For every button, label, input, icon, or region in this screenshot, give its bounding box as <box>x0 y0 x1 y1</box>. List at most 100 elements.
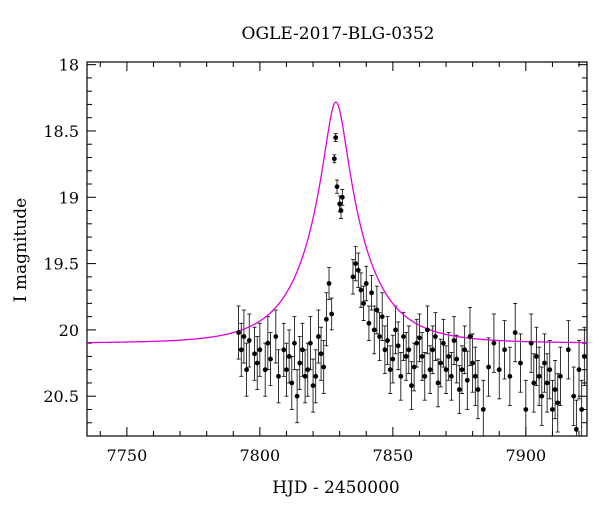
data-point <box>371 327 377 333</box>
data-point <box>480 407 486 412</box>
data-point <box>238 347 244 353</box>
data-point <box>385 338 390 343</box>
data-point <box>464 377 470 383</box>
data-point <box>552 387 558 392</box>
data-point <box>334 184 340 190</box>
data-point <box>411 364 417 370</box>
data-point <box>456 387 462 392</box>
data-point <box>355 267 361 273</box>
data-point <box>403 354 409 359</box>
data-point <box>337 201 343 207</box>
data-point <box>358 287 364 293</box>
data-point <box>363 281 369 286</box>
data-point <box>544 380 550 386</box>
data-point <box>262 367 268 373</box>
data-point <box>333 135 339 140</box>
data-point <box>467 334 473 339</box>
x-tick-label: 7800 <box>240 446 281 465</box>
axis-ticks <box>87 62 587 437</box>
data-point <box>454 356 460 362</box>
data-point <box>305 367 311 373</box>
data-point <box>310 383 316 389</box>
data-point <box>550 407 555 412</box>
data-point <box>276 373 281 379</box>
data-point <box>297 360 303 366</box>
data-point <box>361 300 366 306</box>
data-point <box>409 383 414 389</box>
data-point <box>331 156 337 162</box>
data-point <box>302 373 308 379</box>
y-axis-title: I magnitude <box>11 198 31 302</box>
data-point <box>446 354 452 359</box>
data-point <box>374 307 380 313</box>
data-point <box>246 338 252 343</box>
data-point <box>369 290 374 296</box>
data-point <box>502 347 507 353</box>
data-point <box>338 208 344 213</box>
data-point <box>472 373 478 379</box>
data-point <box>292 340 297 346</box>
data-point <box>433 334 438 339</box>
model-curve <box>86 101 588 344</box>
data-point <box>547 367 553 373</box>
data-point <box>300 347 305 353</box>
data-point <box>257 347 263 353</box>
data-point <box>268 356 273 362</box>
y-tick-label: 18 <box>59 56 79 75</box>
data-point <box>286 354 292 359</box>
data-point <box>523 407 529 412</box>
data-point <box>366 320 372 326</box>
y-tick-label: 20.5 <box>43 387 79 406</box>
data-point <box>443 367 449 373</box>
data-point <box>382 347 388 353</box>
data-point <box>438 360 444 366</box>
data-point <box>576 367 582 373</box>
data-point <box>281 347 287 353</box>
x-tick-label: 7850 <box>372 446 413 465</box>
data-point <box>273 334 279 339</box>
data-point <box>475 387 481 392</box>
x-tick-label: 7900 <box>505 446 546 465</box>
data-point <box>555 400 561 406</box>
data-point <box>244 367 249 373</box>
data-point <box>390 356 396 362</box>
x-axis-title: HJD - 2450000 <box>272 478 400 498</box>
data-point <box>573 426 579 432</box>
data-point <box>313 373 319 379</box>
data-point <box>398 373 404 379</box>
data-point <box>252 351 257 357</box>
data-point <box>422 373 428 379</box>
data-point <box>417 335 422 341</box>
data-point <box>491 340 497 346</box>
data-points <box>236 135 587 432</box>
data-point <box>528 340 534 346</box>
data-point <box>518 360 523 366</box>
data-point <box>318 351 324 357</box>
data-point <box>558 373 563 379</box>
data-point <box>539 393 545 399</box>
data-point <box>377 334 382 339</box>
data-point <box>353 261 359 266</box>
data-point <box>401 334 406 339</box>
data-point <box>387 367 393 373</box>
data-point <box>571 393 577 399</box>
data-point <box>339 194 345 200</box>
data-point <box>579 407 585 412</box>
data-point <box>536 373 542 379</box>
data-point <box>512 330 518 335</box>
data-point <box>430 347 436 353</box>
y-tick-label: 19 <box>59 188 79 207</box>
data-point <box>236 330 241 335</box>
data-point <box>534 354 539 359</box>
data-point <box>350 274 356 280</box>
chart-title: OGLE-2017-BLG-0352 <box>242 24 435 44</box>
data-point <box>395 343 401 349</box>
data-point <box>241 334 247 339</box>
data-point <box>448 373 454 379</box>
data-point <box>565 347 571 353</box>
data-point <box>486 364 491 370</box>
data-point <box>425 327 430 333</box>
data-point <box>254 360 260 366</box>
y-tick-label: 19.5 <box>43 255 79 274</box>
